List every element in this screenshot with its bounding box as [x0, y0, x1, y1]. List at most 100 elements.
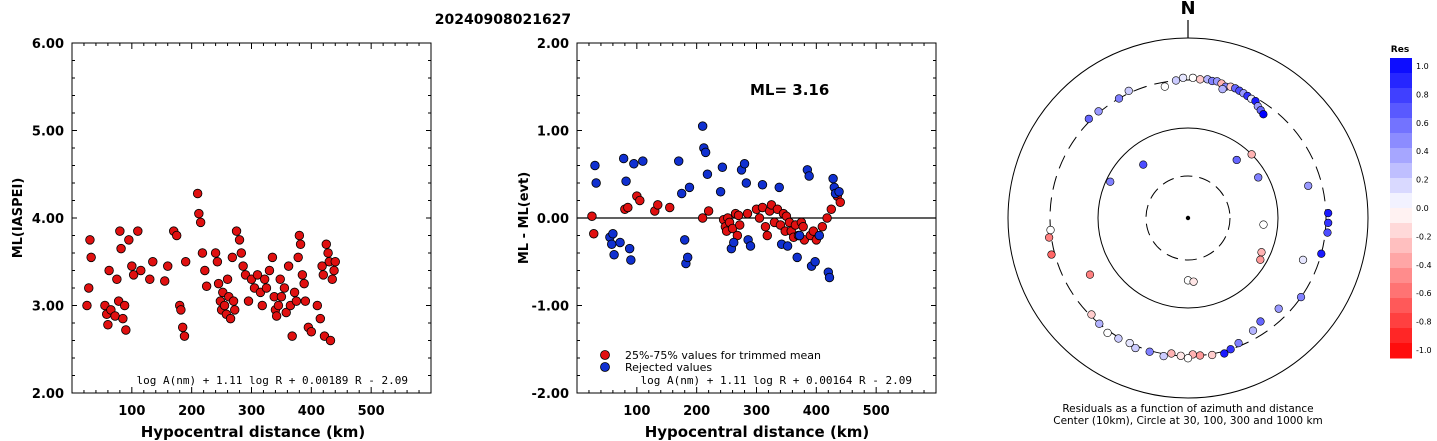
plot1-point — [222, 274, 233, 284]
polar-caption-line2: Center (10km), Circle at 30, 100, 300 an… — [1053, 415, 1323, 427]
azimuth-residual-panel: N Residuals as a function of azimuth and… — [1007, 0, 1369, 427]
colorbar-tick-labels: 1.0 0.8 0.6 0.4 0.2 0.0 -0.2 -0.4 -0.6 -0.8 -1.0 — [1416, 62, 1432, 355]
plot2-point-rejected — [782, 241, 793, 251]
plot2-point-rejected — [590, 160, 600, 171]
plot1-point — [145, 274, 155, 284]
polar-point — [1254, 173, 1263, 182]
polar-point — [1145, 347, 1154, 356]
colorbar-cell — [1390, 328, 1412, 344]
plot1-xtick-label: 100 — [118, 404, 145, 419]
plot2-point-rejected — [609, 250, 619, 260]
plot1-xtick-label: 200 — [178, 404, 205, 419]
plot2-xtick-label: 500 — [863, 404, 890, 419]
plot2-point-rejected — [774, 182, 784, 193]
plot2-point-trimmed — [760, 222, 771, 232]
plot2-point-rejected — [834, 187, 844, 197]
polar-point — [1085, 270, 1095, 279]
polar-point — [1247, 150, 1256, 159]
plot2-x-label: Hypocentral distance (km) — [645, 423, 870, 441]
plot1-point — [210, 248, 221, 258]
plot1-point — [295, 239, 306, 249]
plot2-point-rejected — [621, 176, 631, 186]
polar-point — [1084, 114, 1093, 123]
plot1-point — [115, 226, 125, 236]
plot2-point-rejected — [680, 235, 690, 245]
plot1-point — [163, 261, 173, 271]
plot1-point — [289, 287, 300, 298]
polar-point — [1296, 293, 1306, 302]
colorbar-cell — [1390, 148, 1412, 164]
plot1-point — [119, 300, 130, 311]
plot1-point — [327, 274, 337, 284]
plot1-point — [236, 248, 247, 258]
colorbar-tick-label: -0.2 — [1416, 232, 1432, 241]
plot1-point — [127, 261, 137, 271]
plot1-point — [231, 226, 242, 236]
plot1-point — [238, 261, 248, 271]
polar-point — [1218, 85, 1227, 94]
plot1-point — [323, 248, 333, 258]
plot2-xtick-label: 200 — [683, 404, 710, 419]
colorbar-cell — [1390, 133, 1412, 149]
polar-point — [1256, 255, 1265, 264]
plot1-point — [136, 265, 146, 276]
polar-point — [1047, 250, 1056, 259]
plot1-point — [197, 248, 208, 258]
polar-point — [1176, 351, 1185, 360]
colorbar-cell — [1390, 223, 1412, 239]
plot1-point — [194, 208, 204, 219]
plot2-point-trimmed — [835, 197, 845, 207]
plot1-y-label: ML(IASPEI) — [11, 178, 26, 259]
plot1-point — [287, 331, 297, 341]
plot1-point — [124, 235, 134, 245]
plot1-point — [293, 252, 303, 263]
polar-point — [1189, 277, 1198, 286]
polar-point — [1208, 350, 1217, 360]
plot2-point-rejected — [638, 156, 648, 166]
polar-point — [1114, 334, 1123, 343]
polar-point — [1234, 339, 1243, 348]
plot1-ytick-label: 3.00 — [32, 300, 64, 315]
plot2-point-trimmed — [826, 204, 836, 214]
plot2-point-rejected — [624, 243, 635, 254]
plot1-point — [283, 261, 294, 271]
plot1-point — [179, 331, 190, 341]
plot1-point — [227, 252, 238, 263]
polar-point — [1188, 73, 1197, 82]
colorbar-tick-label: 0.0 — [1416, 204, 1429, 213]
plot1-x-label: Hypocentral distance (km) — [141, 423, 366, 441]
polar-point — [1171, 76, 1181, 85]
plot2-point-trimmed — [762, 230, 772, 241]
plot1-point — [261, 283, 272, 293]
plot1-point — [148, 257, 158, 267]
plot2-y-label: ML - ML(evt) — [517, 172, 532, 264]
ring-1000km — [1007, 37, 1369, 399]
plot2-point-trimmed — [754, 213, 765, 223]
plot1-xtick-label: 300 — [238, 404, 265, 419]
residual-vs-distance-panel: -2.00 -1.00 0.00 1.00 2.00 100 200 300 400 500 ML… — [517, 37, 937, 441]
plot1-point — [228, 296, 239, 306]
polar-point — [1196, 75, 1205, 84]
polar-point — [1094, 107, 1103, 116]
plot1-point — [103, 320, 113, 330]
legend-label-trimmed: 25%-75% values for trimmed mean — [625, 349, 821, 362]
plot2-point-trimmed — [623, 202, 633, 213]
plot1-formula: log A(nm) + 1.11 log R + 0.00189 R - 2.0… — [136, 374, 408, 387]
polar-point — [1131, 343, 1140, 353]
plot2-ytick-label: 1.00 — [537, 125, 569, 140]
plot2-point-trimmed — [665, 202, 675, 213]
plot2-point-rejected — [745, 241, 756, 251]
magnitude-vs-distance-panel: 2.00 3.00 4.00 5.00 6.00 100 200 300 400 500 ML(I… — [11, 37, 432, 441]
plot1-point — [275, 274, 285, 284]
plot1-ticks: 2.00 3.00 4.00 5.00 6.00 100 200 300 400 500 — [32, 37, 431, 419]
colorbar-tick-label: 0.8 — [1416, 90, 1429, 99]
plot1-point — [225, 313, 236, 324]
plot1-point — [85, 235, 95, 245]
polar-point — [1324, 218, 1333, 227]
plot1-ytick-label: 6.00 — [32, 37, 64, 52]
polar-point — [1160, 82, 1169, 91]
plot2-point-trimmed — [587, 211, 597, 221]
plot1-point — [213, 278, 224, 289]
polar-point — [1139, 160, 1148, 169]
